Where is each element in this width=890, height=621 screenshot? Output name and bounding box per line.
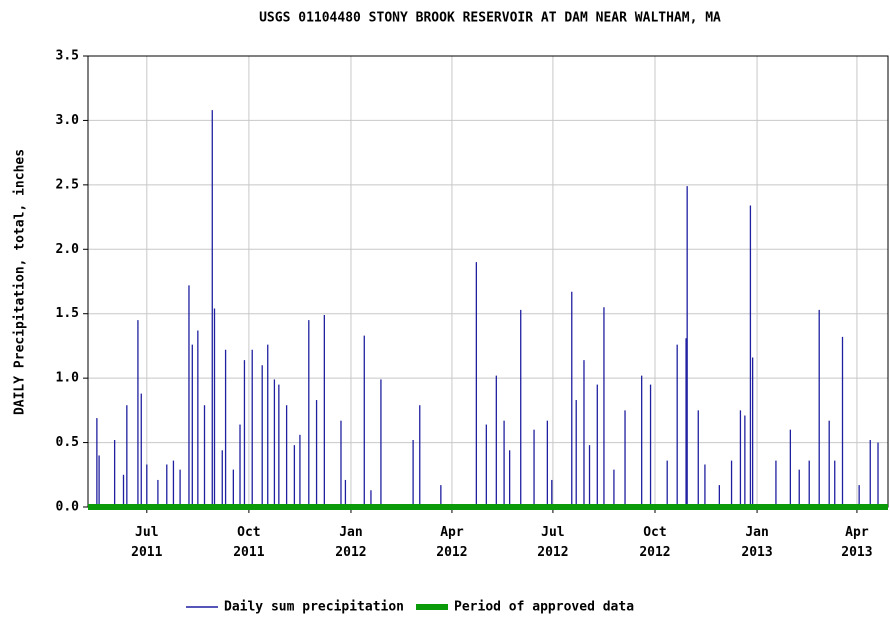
y-tick-label: 1.5 [56, 306, 79, 321]
x-tick-label: Jul 2011 [131, 525, 163, 560]
x-tick-label: Jan 2013 [741, 525, 773, 560]
x-tick-label: Apr 2012 [436, 525, 468, 560]
y-tick-label: 0.5 [56, 435, 79, 450]
y-tick-label: 1.0 [56, 371, 80, 386]
x-tick-label: Oct 2012 [639, 525, 671, 560]
legend-label: Period of approved data [454, 600, 634, 615]
x-tick-label: Apr 2013 [841, 525, 873, 560]
y-tick-label: 2.0 [56, 242, 80, 257]
y-tick-label: 3.0 [56, 113, 80, 128]
x-tick-label: Oct 2011 [233, 525, 265, 560]
x-tick-label: Jul 2012 [537, 525, 569, 560]
legend-label: Daily sum precipitation [224, 600, 404, 615]
plot-frame [87, 55, 889, 508]
x-tick-label: Jan 2012 [335, 525, 367, 560]
y-tick-label: 0.0 [56, 500, 80, 515]
y-axis-label: DAILY Precipitation, total, inches [13, 149, 28, 415]
chart-title: USGS 01104480 STONY BROOK RESERVOIR AT D… [259, 11, 721, 26]
y-tick-label: 2.5 [56, 177, 79, 192]
y-tick-label: 3.5 [56, 49, 79, 64]
